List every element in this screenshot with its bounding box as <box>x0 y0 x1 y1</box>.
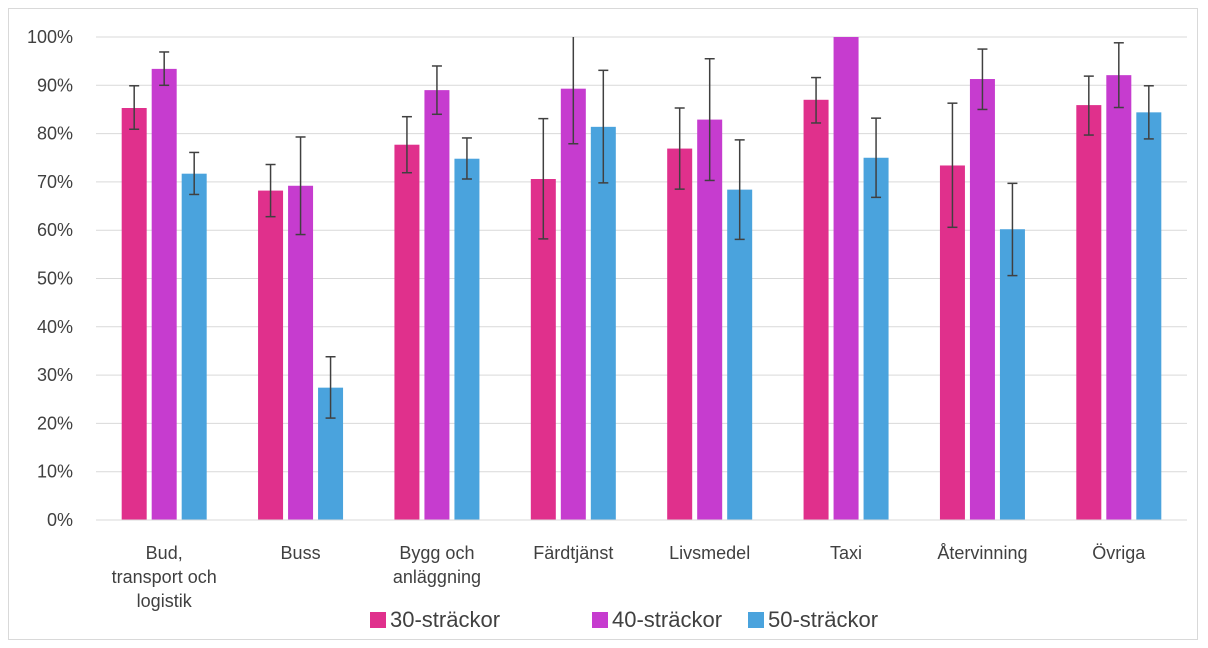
x-tick-label: Taxi <box>830 543 862 563</box>
y-tick-label: 0% <box>47 510 73 530</box>
legend-swatch <box>748 612 764 628</box>
bar <box>1106 75 1132 521</box>
bar <box>590 126 616 520</box>
bar-chart: 0% 10% 20% 30% 40% 50% 60% 70% 80% 90% 100% Bud, tra… <box>27 27 1187 632</box>
x-tick-label: Övriga <box>1092 543 1146 563</box>
bar <box>121 108 147 520</box>
y-tick-label: 20% <box>37 413 73 433</box>
y-tick-label: 80% <box>37 124 73 144</box>
legend-swatch <box>592 612 608 628</box>
x-tick-label: anläggning <box>393 567 481 587</box>
bar <box>727 189 753 521</box>
bar <box>697 119 723 520</box>
bar <box>181 173 207 520</box>
x-tick-label: Buss <box>281 543 321 563</box>
bar <box>863 157 889 520</box>
y-tick-label: 90% <box>37 75 73 95</box>
bar <box>667 148 693 520</box>
x-tick-label: Bygg och <box>399 543 474 563</box>
bar <box>560 88 586 520</box>
legend-label: 50-sträckor <box>768 607 878 632</box>
bar <box>454 158 480 520</box>
bar <box>288 185 314 521</box>
x-tick-label: Bud, <box>146 543 183 563</box>
bar <box>803 99 829 520</box>
y-tick-label: 40% <box>37 317 73 337</box>
bar <box>394 144 420 521</box>
legend-label: 40-sträckor <box>612 607 722 632</box>
bar <box>1136 112 1162 521</box>
y-tick-label: 70% <box>37 172 73 192</box>
legend-label: 30-sträckor <box>390 607 500 632</box>
y-tick-label: 100% <box>27 27 73 47</box>
bar <box>151 68 177 521</box>
bar <box>258 190 284 520</box>
x-tick-label: Färdtjänst <box>533 543 613 563</box>
x-tick-label: Livsmedel <box>669 543 750 563</box>
bar <box>1076 105 1102 520</box>
chart-area: 0% 10% 20% 30% 40% 50% 60% 70% 80% 90% 100% Bud, tra… <box>8 8 1198 640</box>
legend-swatch <box>370 612 386 628</box>
x-tick-label: transport och <box>112 567 217 587</box>
y-tick-label: 50% <box>37 269 73 289</box>
x-tick-label: Återvinning <box>937 543 1027 563</box>
x-tick-label: logistik <box>137 591 193 611</box>
bar <box>999 229 1025 520</box>
y-tick-label: 10% <box>37 462 73 482</box>
bar <box>833 37 859 520</box>
y-tick-label: 30% <box>37 365 73 385</box>
bar <box>424 90 450 520</box>
y-tick-label: 60% <box>37 220 73 240</box>
bar <box>969 79 995 521</box>
